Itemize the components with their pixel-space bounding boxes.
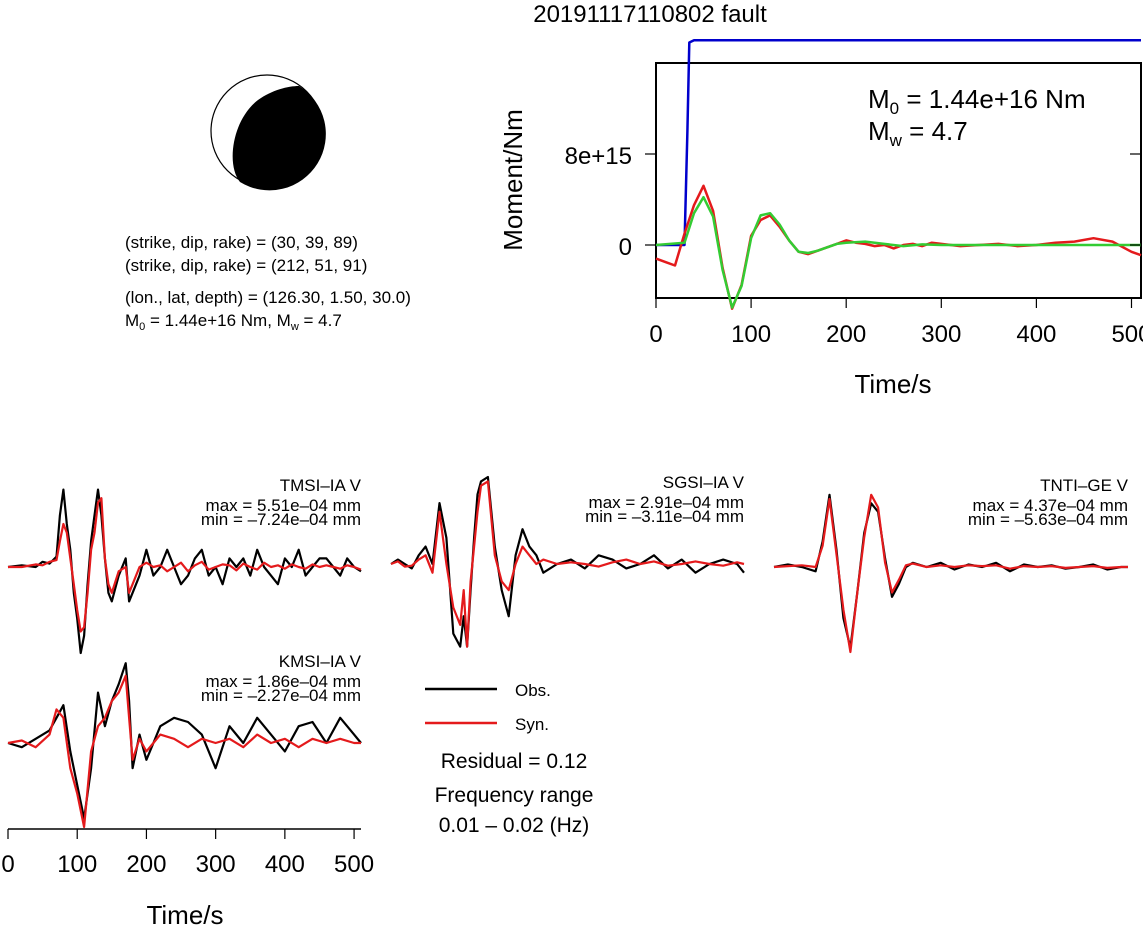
station-label: TMSI–IA V bbox=[280, 476, 362, 495]
moment-ylabel: Moment/Nm bbox=[498, 109, 528, 251]
legend: Obs. Syn. Residual = 0.12 Frequency rang… bbox=[425, 681, 593, 837]
moment-xtick-label-200: 200 bbox=[826, 321, 866, 348]
synthetic-trace bbox=[8, 497, 362, 633]
moment-series-green bbox=[655, 195, 1141, 309]
station-min: min = –2.27e–04 mm bbox=[201, 686, 361, 705]
mw-value: = 4.7 bbox=[299, 311, 342, 330]
station-label: TNTI–GE V bbox=[1040, 476, 1129, 495]
mechanism-info: (strike, dip, rake) = (30, 39, 89) (stri… bbox=[125, 233, 411, 333]
moment-mw-annotation: Mw = 4.7 bbox=[868, 116, 968, 150]
station-max: max = 1.86e–04 mm bbox=[206, 672, 361, 691]
moment-series-blue bbox=[656, 39, 1141, 247]
synthetic-trace bbox=[773, 493, 1128, 654]
moment-xtick-label-0: 0 bbox=[649, 321, 662, 348]
ytick-label-8e15: 8e+15 bbox=[565, 143, 632, 170]
moment-panel: 0 100 200 300 400 500 8e+15 0 Moment/Nm Time/… bbox=[498, 39, 1143, 399]
legend-syn-label: Syn. bbox=[515, 715, 549, 734]
waveform-xtick-label-200: 200 bbox=[126, 851, 166, 878]
moment-xlabel: Time/s bbox=[854, 369, 931, 399]
station-label: SGSI–IA V bbox=[663, 473, 745, 492]
moment-plot-frame bbox=[655, 62, 1142, 299]
moment-m0-annotation: M0 = 1.44e+16 Nm bbox=[868, 84, 1086, 118]
waveform-xtick-label-100: 100 bbox=[57, 851, 97, 878]
moment-xtick-label-100: 100 bbox=[731, 321, 771, 348]
moment-m0-value: = 1.44e+16 Nm bbox=[899, 84, 1085, 114]
location-depth: (lon., lat, depth) = (126.30, 1.50, 30.0… bbox=[125, 288, 411, 307]
moment-magnitude-text: M0 = 1.44e+16 Nm, Mw = 4.7 bbox=[125, 311, 342, 333]
waveform-xlabel: Time/s bbox=[146, 900, 223, 927]
station-min: min = –5.63e–04 mm bbox=[968, 510, 1128, 529]
beach-ball bbox=[210, 74, 326, 191]
waveform-xtick-label-400: 400 bbox=[265, 851, 305, 878]
waveform-xtick-label-500: 500 bbox=[334, 851, 374, 878]
nodal-plane-1: (strike, dip, rake) = (30, 39, 89) bbox=[125, 233, 358, 252]
figure-title: 20191117110802 fault bbox=[533, 1, 767, 28]
moment-xtick-label-400: 400 bbox=[1016, 321, 1056, 348]
moment-xtick-label-500: 500 bbox=[1111, 321, 1143, 348]
station-max: max = 5.51e–04 mm bbox=[206, 496, 361, 515]
station-label: KMSI–IA V bbox=[279, 652, 362, 671]
station-min: min = –7.24e–04 mm bbox=[201, 510, 361, 529]
moment-series-group bbox=[655, 39, 1142, 310]
legend-obs-label: Obs. bbox=[515, 681, 551, 700]
frequency-range-title: Frequency range bbox=[435, 784, 594, 807]
waveform-xtick-label-300: 300 bbox=[196, 851, 236, 878]
nodal-plane-2: (strike, dip, rake) = (212, 51, 91) bbox=[125, 256, 367, 275]
m0-value: = 1.44e+16 Nm, bbox=[145, 311, 276, 330]
waveform-x-axis: 0 100 200 300 400 500 bbox=[1, 828, 374, 878]
moment-x-ticks: 0 100 200 300 400 500 bbox=[649, 298, 1143, 348]
station-max: max = 4.37e–04 mm bbox=[973, 496, 1128, 515]
station-max: max = 2.91e–04 mm bbox=[589, 493, 744, 512]
frequency-range-value: 0.01 – 0.02 (Hz) bbox=[439, 814, 590, 837]
ytick-label-zero: 0 bbox=[619, 234, 632, 261]
station-min: min = –3.11e–04 mm bbox=[585, 507, 744, 526]
waveform-xtick-label-0: 0 bbox=[1, 851, 14, 878]
moment-xtick-label-300: 300 bbox=[921, 321, 961, 348]
residual-text: Residual = 0.12 bbox=[441, 750, 588, 773]
synthetic-trace bbox=[7, 674, 361, 829]
moment-mw-value: = 4.7 bbox=[902, 116, 968, 146]
synthetic-trace bbox=[390, 480, 745, 648]
